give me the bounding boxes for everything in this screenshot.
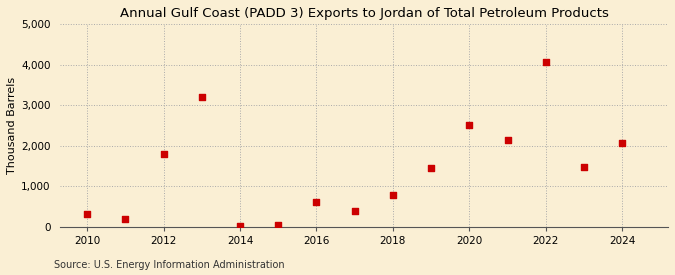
Point (311, 200, 322, 204)
Title: Annual Gulf Coast (PADD 3) Exports to Jordan of Total Petroleum Products: Annual Gulf Coast (PADD 3) Exports to Jo… (119, 7, 609, 20)
Point (273, 223, 284, 227)
Point (82, 211, 92, 216)
Point (541, 59, 551, 64)
Point (426, 166, 437, 170)
Point (158, 152, 169, 156)
Point (578, 165, 589, 169)
Point (464, 122, 475, 127)
Point (235, 224, 246, 228)
Text: Source: U.S. Energy Information Administration: Source: U.S. Energy Information Administ… (54, 260, 285, 270)
Point (617, 140, 628, 145)
Point (502, 138, 513, 143)
Point (120, 217, 131, 221)
Point (387, 192, 398, 197)
Point (349, 208, 360, 213)
Y-axis label: Thousand Barrels: Thousand Barrels (7, 77, 17, 174)
Point (196, 95, 207, 99)
